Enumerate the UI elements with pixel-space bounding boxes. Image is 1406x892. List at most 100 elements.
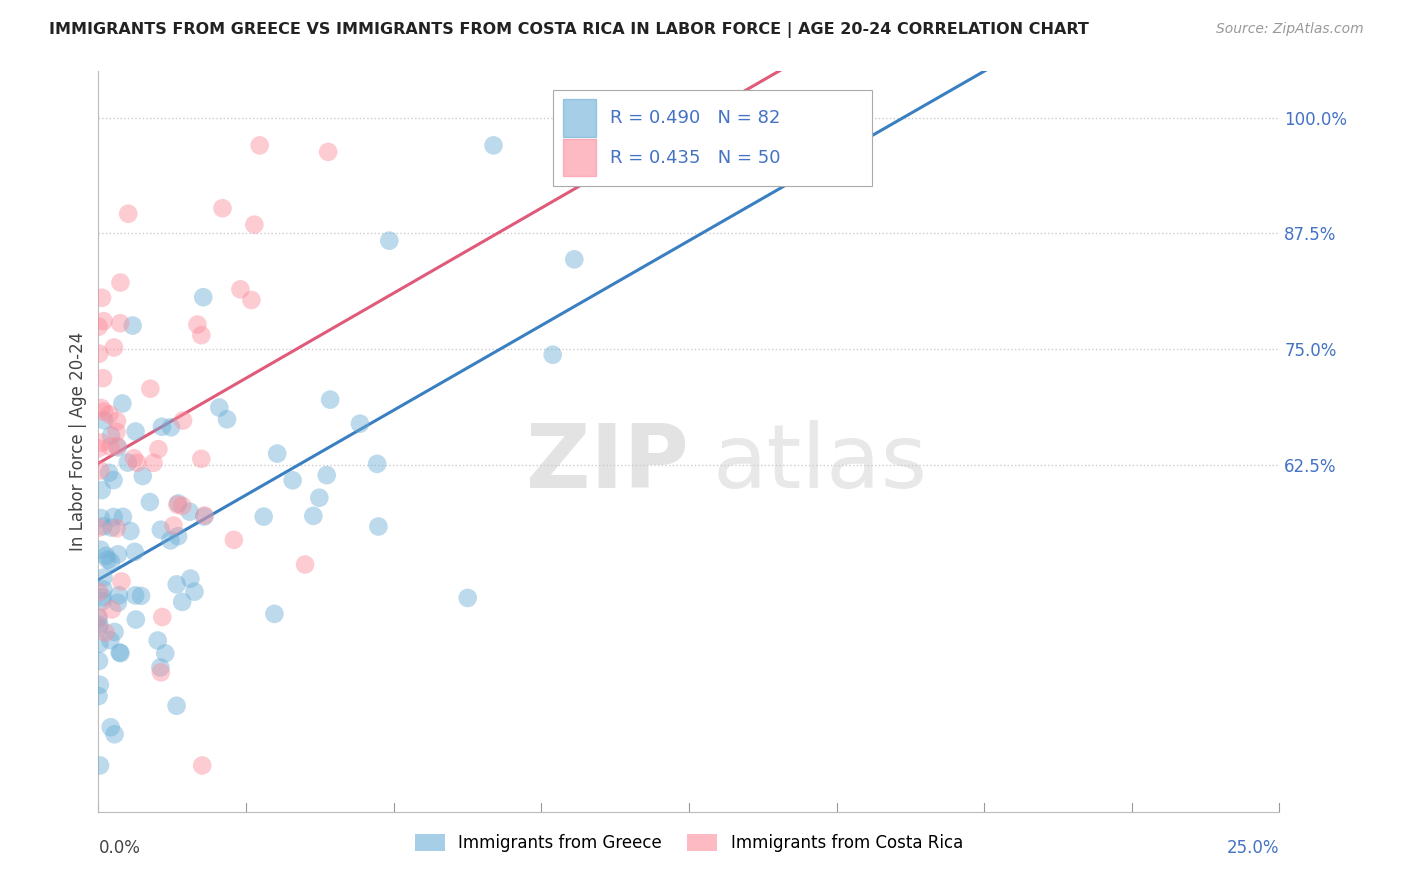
Text: R = 0.435   N = 50: R = 0.435 N = 50 xyxy=(610,149,780,167)
Point xyxy=(108,316,131,330)
Point xyxy=(93,404,115,418)
Point xyxy=(100,720,122,734)
Point xyxy=(105,425,128,439)
Point xyxy=(155,646,177,660)
Point xyxy=(103,510,125,524)
Text: 0.0%: 0.0% xyxy=(98,839,141,857)
Point xyxy=(87,609,110,624)
Point xyxy=(125,613,148,627)
Point xyxy=(97,552,120,566)
Point xyxy=(124,588,146,602)
Point xyxy=(98,407,121,421)
Point xyxy=(159,533,181,548)
Point xyxy=(302,508,325,523)
Point xyxy=(91,371,114,385)
Point xyxy=(89,678,111,692)
Point xyxy=(90,401,112,415)
Point xyxy=(107,440,129,454)
Point xyxy=(146,633,169,648)
Point xyxy=(150,419,173,434)
Point xyxy=(90,542,112,557)
Point xyxy=(105,439,128,453)
Point xyxy=(93,413,115,427)
Text: atlas: atlas xyxy=(713,420,928,508)
Point xyxy=(107,596,129,610)
Point xyxy=(105,521,128,535)
Point xyxy=(166,698,188,713)
Point xyxy=(172,413,194,427)
Point xyxy=(172,595,194,609)
Point xyxy=(193,509,215,524)
Point xyxy=(103,341,125,355)
Point xyxy=(91,594,114,608)
Point xyxy=(266,447,288,461)
Point xyxy=(222,533,245,547)
Point xyxy=(378,234,401,248)
Point xyxy=(190,328,212,343)
Point xyxy=(281,473,304,487)
Point xyxy=(108,588,131,602)
Point xyxy=(103,727,125,741)
Point xyxy=(149,523,172,537)
Point xyxy=(167,529,190,543)
Point xyxy=(150,610,173,624)
Point xyxy=(249,138,271,153)
Point xyxy=(87,620,110,634)
Point xyxy=(103,473,125,487)
Text: Source: ZipAtlas.com: Source: ZipAtlas.com xyxy=(1216,22,1364,37)
Point xyxy=(193,290,215,304)
Point xyxy=(110,646,132,660)
Point xyxy=(87,442,110,456)
Point xyxy=(98,466,121,480)
Text: 25.0%: 25.0% xyxy=(1227,839,1279,857)
Point xyxy=(87,319,110,334)
Text: R = 0.490   N = 82: R = 0.490 N = 82 xyxy=(610,109,780,127)
Point xyxy=(111,396,134,410)
Point xyxy=(315,468,337,483)
Point xyxy=(89,585,111,599)
Point xyxy=(179,505,201,519)
Point xyxy=(172,499,194,513)
Text: IMMIGRANTS FROM GREECE VS IMMIGRANTS FROM COSTA RICA IN LABOR FORCE | AGE 20-24 : IMMIGRANTS FROM GREECE VS IMMIGRANTS FRO… xyxy=(49,22,1090,38)
Point xyxy=(366,457,388,471)
Point xyxy=(240,293,263,307)
Point xyxy=(93,571,115,585)
Point xyxy=(90,483,112,497)
Point xyxy=(91,519,114,533)
Point xyxy=(127,456,149,470)
Point xyxy=(191,758,214,772)
Point xyxy=(120,524,142,538)
Point xyxy=(90,511,112,525)
Point xyxy=(183,584,205,599)
Point xyxy=(91,291,114,305)
Point xyxy=(129,589,152,603)
Point xyxy=(482,138,505,153)
Point xyxy=(562,252,585,267)
Point xyxy=(167,496,190,510)
Point xyxy=(457,591,479,605)
Point xyxy=(139,382,162,396)
Point xyxy=(229,282,252,296)
Point xyxy=(108,645,131,659)
Point xyxy=(316,145,339,159)
Point xyxy=(110,276,132,290)
Point xyxy=(89,463,111,477)
Point xyxy=(87,654,110,668)
Point xyxy=(166,577,188,591)
Point xyxy=(94,549,117,563)
Point xyxy=(107,547,129,561)
Point xyxy=(132,469,155,483)
Point xyxy=(215,412,238,426)
Point xyxy=(100,428,122,442)
Point xyxy=(94,625,117,640)
Point xyxy=(160,420,183,434)
Point xyxy=(105,414,128,428)
Point xyxy=(139,495,162,509)
Point xyxy=(100,520,122,534)
Point xyxy=(89,758,111,772)
Legend: Immigrants from Greece, Immigrants from Costa Rica: Immigrants from Greece, Immigrants from … xyxy=(408,828,970,859)
Point xyxy=(100,555,122,569)
Point xyxy=(148,442,170,457)
Point xyxy=(117,456,139,470)
Point xyxy=(541,348,564,362)
